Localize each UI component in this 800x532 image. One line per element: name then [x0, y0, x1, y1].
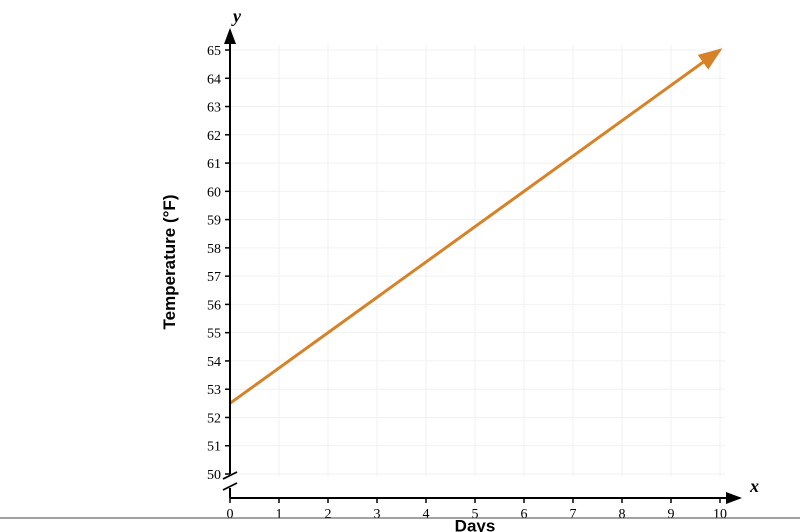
line-chart: 0123456789105051525354555657585960616263… [0, 0, 800, 532]
y-tick-label: 50 [207, 468, 221, 483]
x-tick-label: 9 [668, 507, 675, 522]
x-tick-label: 6 [521, 507, 528, 522]
x-tick-label: 1 [276, 507, 283, 522]
y-axis-title: Temperature (°F) [160, 195, 179, 330]
y-tick-label: 61 [207, 157, 221, 172]
x-axis-title: Days [455, 517, 496, 532]
x-axis-letter: x [749, 476, 759, 496]
y-tick-label: 51 [207, 440, 221, 455]
y-tick-label: 53 [207, 383, 221, 398]
x-tick-label: 0 [227, 507, 234, 522]
y-tick-label: 60 [207, 185, 221, 200]
y-tick-label: 54 [207, 355, 221, 370]
x-tick-label: 2 [325, 507, 332, 522]
x-tick-label: 8 [619, 507, 626, 522]
y-tick-label: 64 [207, 72, 221, 87]
y-tick-label: 59 [207, 214, 221, 229]
y-tick-label: 55 [207, 327, 221, 342]
y-tick-label: 52 [207, 411, 221, 426]
y-tick-label: 57 [207, 270, 221, 285]
y-tick-label: 62 [207, 129, 221, 144]
y-axis-letter: y [231, 6, 242, 26]
x-tick-label: 3 [374, 507, 381, 522]
x-tick-label: 10 [713, 507, 727, 522]
y-tick-label: 65 [207, 44, 221, 59]
x-tick-label: 4 [423, 507, 430, 522]
y-tick-label: 58 [207, 242, 221, 257]
y-tick-label: 56 [207, 298, 221, 313]
y-tick-label: 63 [207, 101, 221, 116]
x-tick-label: 7 [570, 507, 577, 522]
